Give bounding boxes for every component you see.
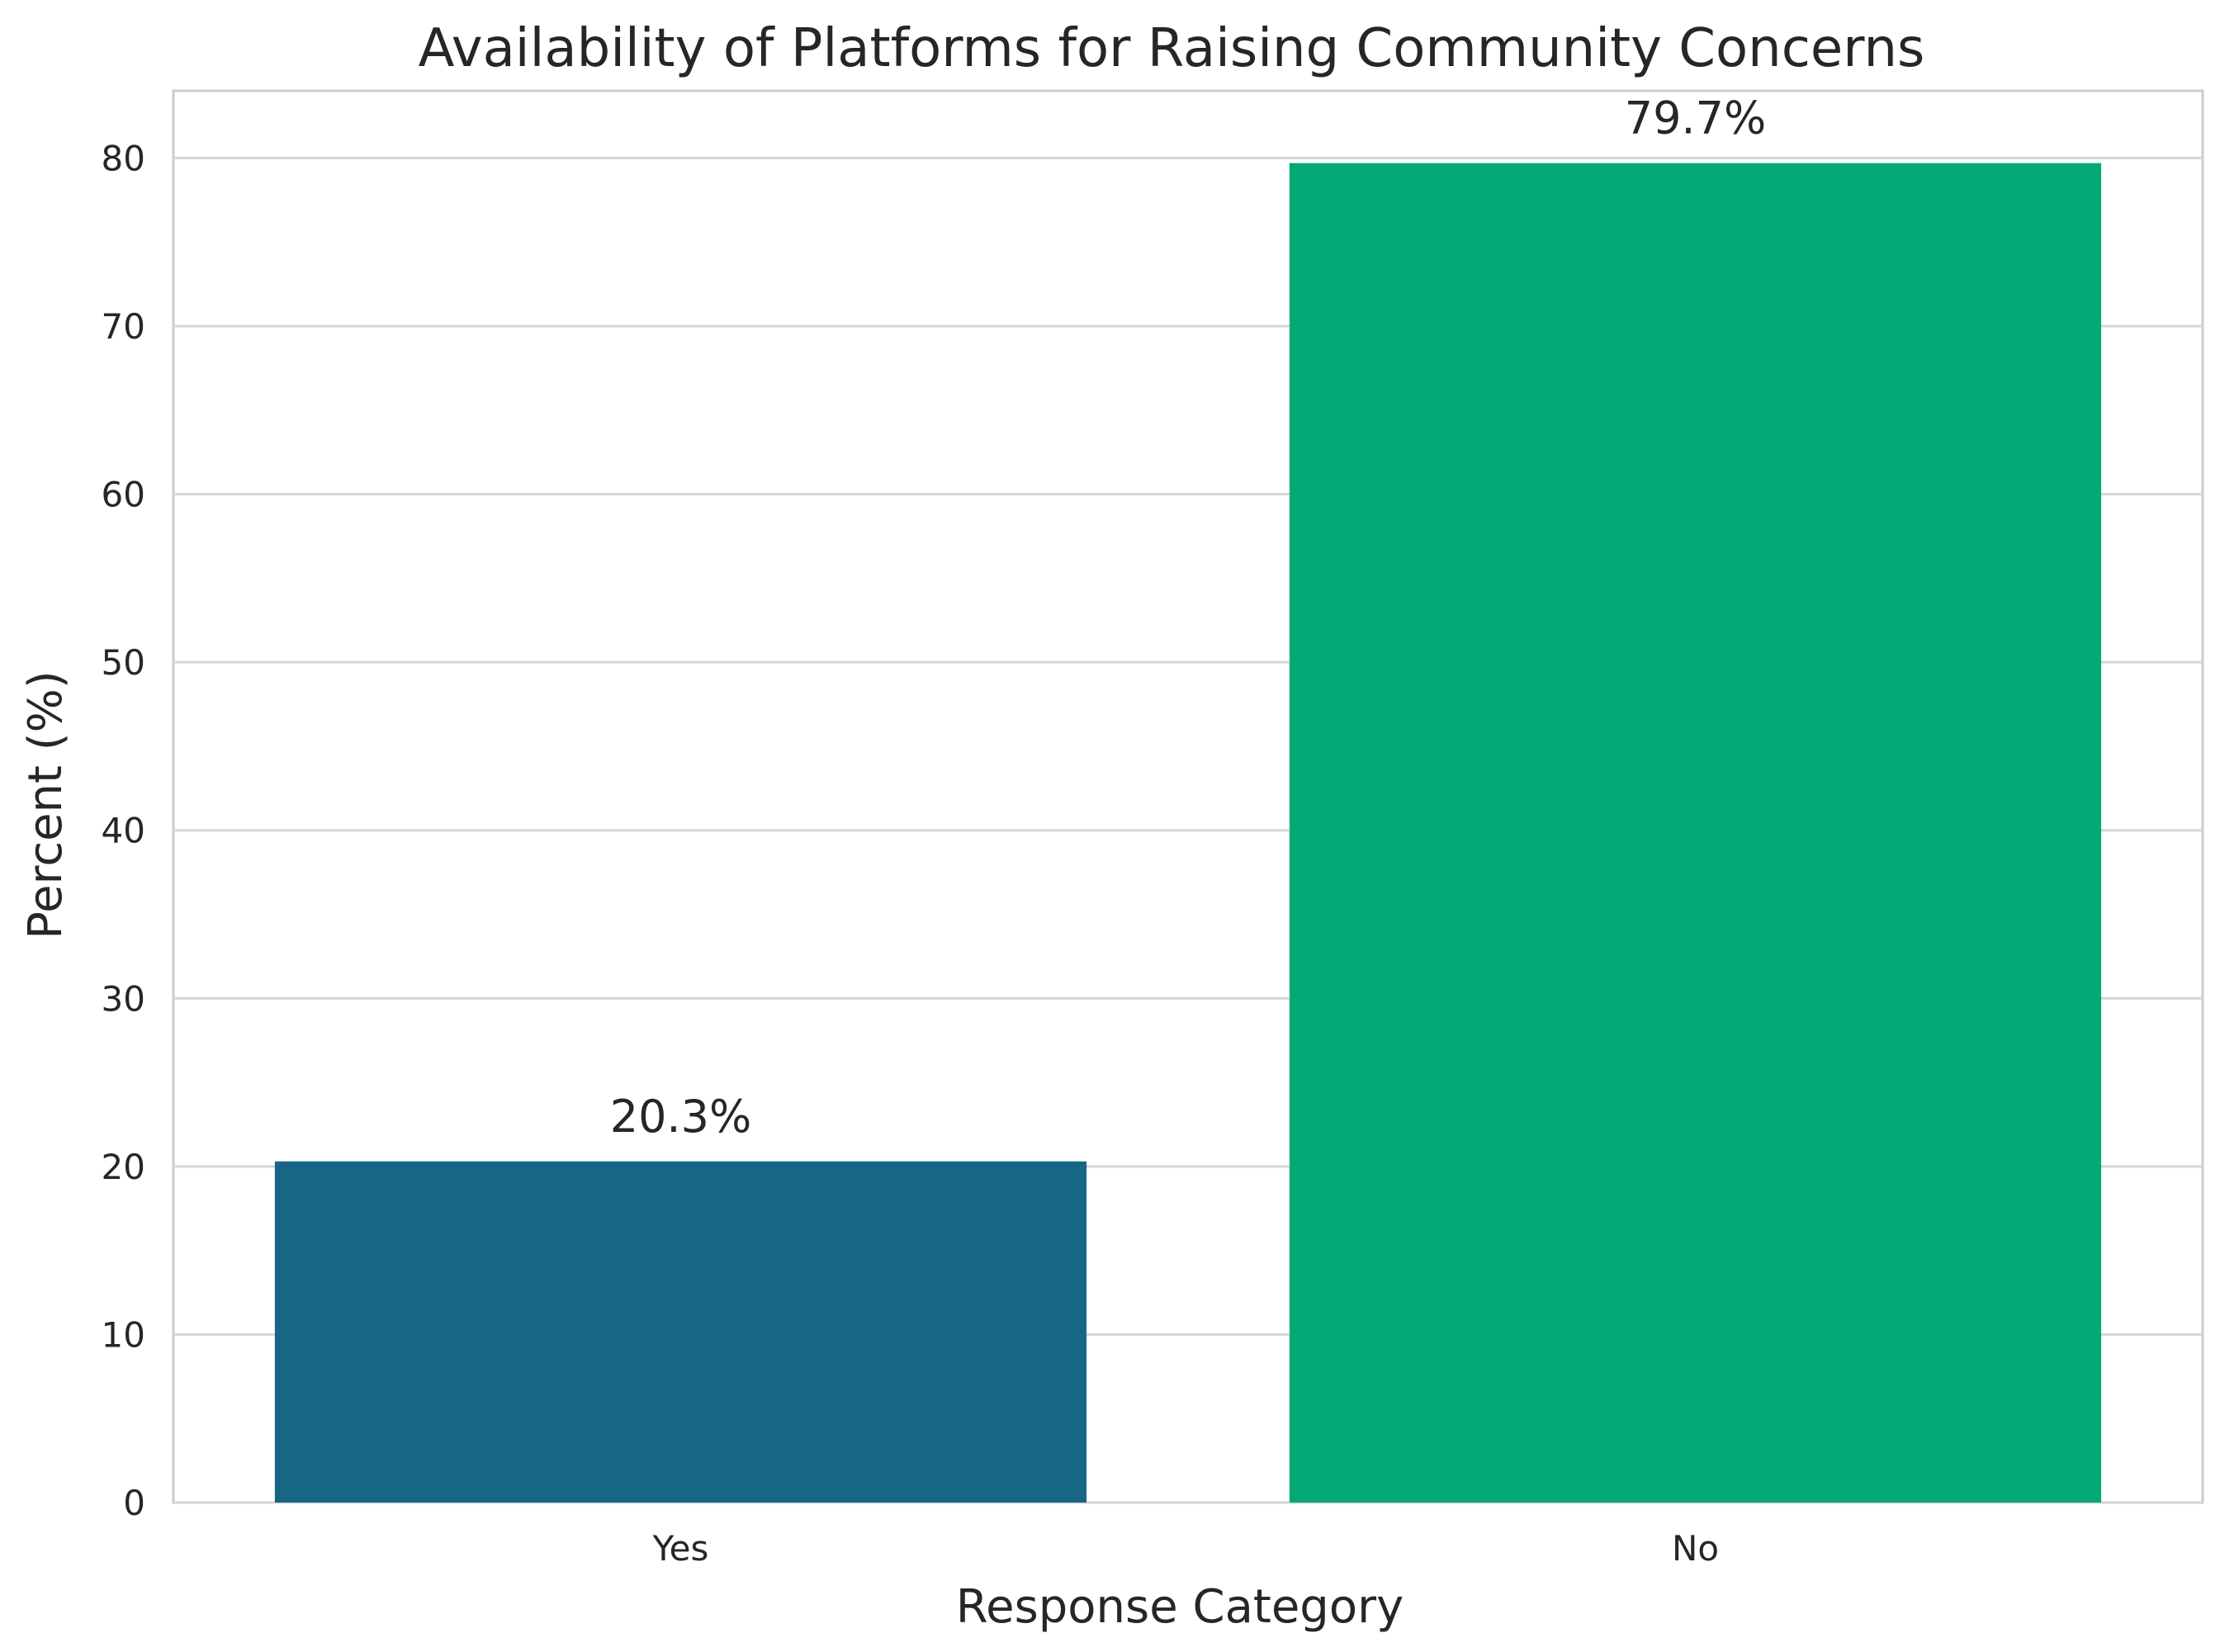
x-axis-label: Response Category [956, 1580, 1404, 1634]
bar-yes [274, 1161, 1087, 1503]
y-tick-label: 60 [102, 475, 145, 515]
chart-title: Availability of Platforms for Raising Co… [419, 18, 1925, 79]
y-tick-label: 70 [102, 306, 145, 347]
y-tick-label: 30 [102, 978, 145, 1019]
bar-no [1289, 163, 2102, 1503]
x-tick-label: No [1672, 1528, 1719, 1569]
y-tick-label: 20 [102, 1147, 145, 1187]
bars [274, 163, 2102, 1503]
x-axis-ticks: Yes No [652, 1528, 1719, 1569]
y-tick-label: 40 [102, 811, 145, 851]
y-axis-ticks: 0 10 20 30 40 50 60 70 80 [102, 138, 145, 1523]
data-label-no: 79.7% [1625, 92, 1767, 144]
data-labels: 20.3% 79.7% [610, 92, 1767, 1143]
data-label-yes: 20.3% [610, 1091, 752, 1143]
y-tick-label: 50 [102, 642, 145, 683]
x-tick-label: Yes [652, 1528, 709, 1569]
y-axis-label: Percent (%) [19, 670, 73, 939]
y-tick-label: 0 [123, 1483, 145, 1523]
y-tick-label: 10 [102, 1314, 145, 1355]
y-tick-label: 80 [102, 138, 145, 178]
